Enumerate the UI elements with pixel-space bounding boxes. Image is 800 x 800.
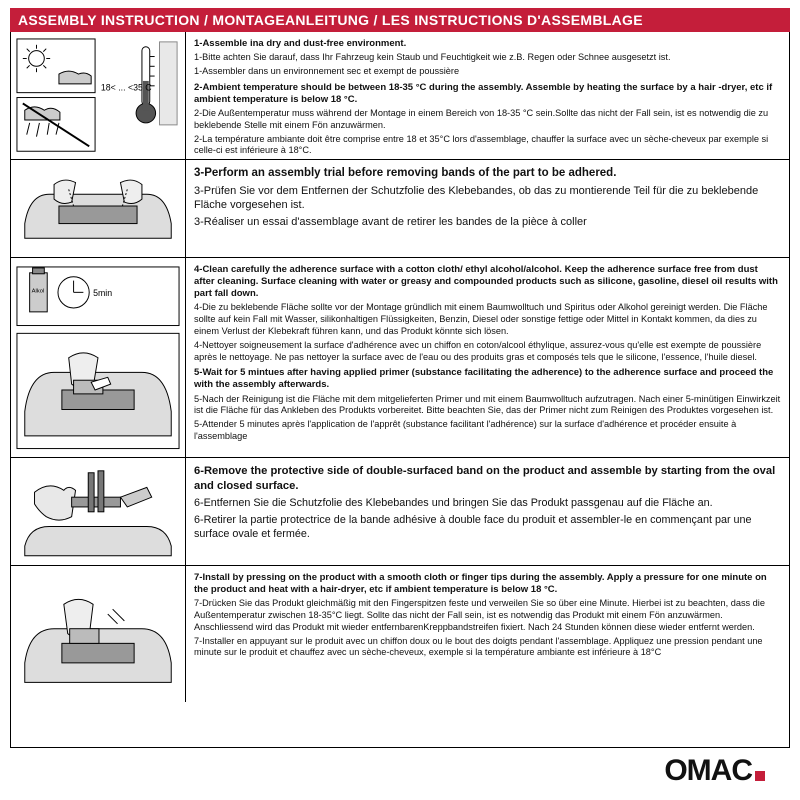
instruction-row-2: 3-Perform an assembly trial before remov… xyxy=(11,160,789,258)
step5-de: 5-Nach der Reinigung ist die Fläche mit … xyxy=(194,394,781,418)
diagram-cell-4 xyxy=(11,458,186,565)
step2-de: 2-Die Außentemperatur muss während der M… xyxy=(194,108,781,132)
press-install-icon xyxy=(15,575,181,692)
clean-primer-icon: Alkol 5min xyxy=(15,265,181,451)
timer-label: 5min xyxy=(93,288,112,298)
page-header: ASSEMBLY INSTRUCTION / MONTAGEANLEITUNG … xyxy=(10,8,790,32)
instruction-row-3: Alkol 5min 4-Clean carefully the adheren… xyxy=(11,258,789,458)
trial-fit-icon xyxy=(15,165,181,253)
step4-en: 4-Clean carefully the adherence surface … xyxy=(194,264,781,300)
page-container: ASSEMBLY INSTRUCTION / MONTAGEANLEITUNG … xyxy=(0,0,800,800)
temp-label: 18< ... <35 C xyxy=(101,83,152,93)
logo-row: OMAC xyxy=(10,748,790,792)
step5-en: 5-Wait for 5 mintues after having applie… xyxy=(194,367,781,391)
step2-fr: 2-La température ambiante doit être comp… xyxy=(194,134,781,158)
step7-de: 7-Drücken Sie das Produkt gleichmäßig mi… xyxy=(194,598,781,633)
remove-tape-icon xyxy=(15,463,181,561)
instruction-rows: 18< ... <35 C 1-Assemble ina dry and dus… xyxy=(10,32,790,748)
brand-logo-text: OMAC xyxy=(664,754,752,788)
text-cell-1: 1-Assemble ina dry and dust-free environ… xyxy=(186,32,789,159)
step6-de: 6-Entfernen Sie die Schutzfolie des Kleb… xyxy=(194,496,781,511)
instruction-row-5: 7-Install by pressing on the product wit… xyxy=(11,566,789,702)
step1-fr: 1-Assembler dans un environnement sec et… xyxy=(194,66,781,78)
text-cell-4: 6-Remove the protective side of double-s… xyxy=(186,458,789,565)
step4-de: 4-Die zu beklebende Fläche sollte vor de… xyxy=(194,302,781,337)
diagram-cell-1: 18< ... <35 C xyxy=(11,32,186,159)
step4-fr: 4-Nettoyer soigneusement la surface d'ad… xyxy=(194,340,781,364)
step1-de: 1-Bitte achten Sie darauf, dass Ihr Fahr… xyxy=(194,52,781,64)
step7-en: 7-Install by pressing on the product wit… xyxy=(194,572,781,596)
brand-logo: OMAC xyxy=(664,754,765,788)
text-cell-3: 4-Clean carefully the adherence surface … xyxy=(186,258,789,457)
step3-fr: 3-Réaliser un essai d'assemblage avant d… xyxy=(194,215,781,230)
diagram-cell-3: Alkol 5min xyxy=(11,258,186,457)
step6-en: 6-Remove the protective side of double-s… xyxy=(194,464,781,494)
step3-de: 3-Prüfen Sie vor dem Entfernen der Schut… xyxy=(194,184,781,214)
text-cell-5: 7-Install by pressing on the product wit… xyxy=(186,566,789,702)
step1-en: 1-Assemble ina dry and dust-free environ… xyxy=(194,38,781,50)
instruction-row-1: 18< ... <35 C 1-Assemble ina dry and dus… xyxy=(11,32,789,160)
diagram-cell-2 xyxy=(11,160,186,257)
brand-logo-dot-icon xyxy=(755,771,765,781)
text-cell-2: 3-Perform an assembly trial before remov… xyxy=(186,160,789,257)
alcohol-label: Alkol xyxy=(32,288,45,294)
weather-temp-icon: 18< ... <35 C xyxy=(15,37,181,154)
step2-en: 2-Ambient temperature should be between … xyxy=(194,82,781,106)
step7-fr: 7-Installer en appuyant sur le produit a… xyxy=(194,636,781,660)
instruction-row-4: 6-Remove the protective side of double-s… xyxy=(11,458,789,566)
step6-fr: 6-Retirer la partie protectrice de la ba… xyxy=(194,513,781,542)
diagram-cell-5 xyxy=(11,566,186,702)
step3-en: 3-Perform an assembly trial before remov… xyxy=(194,166,781,182)
step5-fr: 5-Attender 5 minutes après l'application… xyxy=(194,419,781,443)
